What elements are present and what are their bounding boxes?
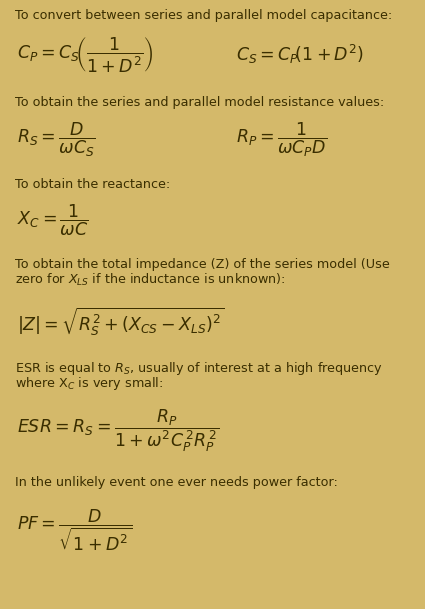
Text: $|Z| = \sqrt{R_S^{2} + \left(X_{CS} - X_{LS}\right)^2}$: $|Z| = \sqrt{R_S^{2} + \left(X_{CS} - X_… — [17, 305, 225, 338]
Text: To obtain the series and parallel model resistance values:: To obtain the series and parallel model … — [15, 96, 384, 109]
Text: $C_P = C_S\!\left(\dfrac{1}{1+D^2}\right)$: $C_P = C_S\!\left(\dfrac{1}{1+D^2}\right… — [17, 35, 153, 74]
Text: zero for $X_{LS}$ if the inductance is unknown):: zero for $X_{LS}$ if the inductance is u… — [15, 272, 286, 288]
Text: In the unlikely event one ever needs power factor:: In the unlikely event one ever needs pow… — [15, 476, 338, 489]
Text: ESR is equal to $R_S$, usually of interest at a high frequency: ESR is equal to $R_S$, usually of intere… — [15, 360, 383, 377]
Text: where X$_C$ is very small:: where X$_C$ is very small: — [15, 375, 163, 392]
Text: $R_P = \dfrac{1}{\omega C_P D}$: $R_P = \dfrac{1}{\omega C_P D}$ — [236, 121, 327, 160]
Text: $R_S = \dfrac{D}{\omega C_S}$: $R_S = \dfrac{D}{\omega C_S}$ — [17, 121, 96, 160]
Text: To convert between series and parallel model capacitance:: To convert between series and parallel m… — [15, 9, 392, 22]
Text: $X_C = \dfrac{1}{\omega C}$: $X_C = \dfrac{1}{\omega C}$ — [17, 203, 89, 238]
Text: $ESR = R_S = \dfrac{R_P}{1 + \omega^2 C_P^{\,2} R_P^{\,2}}$: $ESR = R_S = \dfrac{R_P}{1 + \omega^2 C_… — [17, 407, 219, 454]
Text: $PF = \dfrac{D}{\sqrt{1+D^2}}$: $PF = \dfrac{D}{\sqrt{1+D^2}}$ — [17, 507, 132, 553]
Text: To obtain the total impedance (Z) of the series model (Use: To obtain the total impedance (Z) of the… — [15, 258, 390, 272]
Text: $C_S = C_P\!\left(1+D^2\right)$: $C_S = C_P\!\left(1+D^2\right)$ — [236, 43, 364, 66]
Text: To obtain the reactance:: To obtain the reactance: — [15, 178, 170, 191]
